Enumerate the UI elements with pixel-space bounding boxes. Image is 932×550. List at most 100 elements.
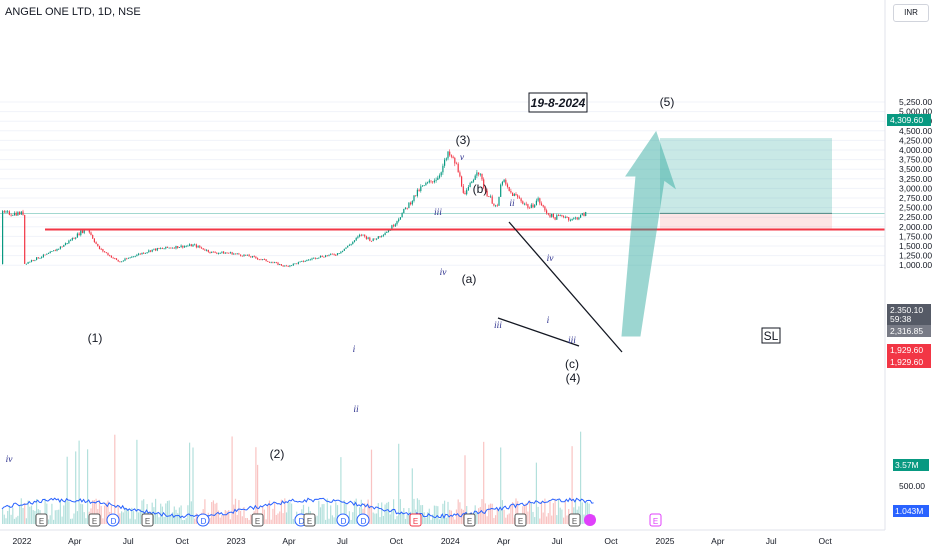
candle-body [3,211,5,213]
candle-body [262,259,264,260]
currency-button[interactable]: INR [893,4,929,22]
volume-bar [274,503,276,524]
volume-bar [527,511,529,524]
candle-body [326,255,328,257]
wave-labels: (1)(2)(3)(4)(5)iviiiiiivviiiiiiiviiii(a)… [6,95,675,465]
candle-body [306,259,308,261]
candle-body [161,248,163,250]
volume-bar [403,508,405,524]
volume-bar [447,501,449,524]
sub-wave-label: ii [353,405,359,415]
volume-bar [71,518,73,524]
candle-body [219,252,221,254]
candle-body [418,189,420,191]
stop-zone [660,213,832,230]
volume-bar [501,500,503,524]
volume-bar [138,512,140,524]
volume-bar [44,498,46,524]
candle-body [257,258,259,260]
candle-body [136,254,138,257]
volume-bar [156,512,158,524]
candle-body [304,260,306,262]
candle-body [97,243,99,247]
volume-bar [132,511,135,524]
target-zone [660,138,832,214]
candle-body [19,212,21,215]
candle-body [63,245,65,247]
candle-body [277,262,279,265]
candle-body [270,262,272,264]
candle-body [449,151,451,156]
sub-wave-label-red: (a) [462,272,477,286]
candle-body [430,180,432,182]
candle-body [491,196,493,204]
volume-bar [257,464,259,524]
volume-bar [364,503,366,524]
y-tick-label: 4,250.00 [899,135,932,145]
volume-bar [127,508,129,524]
volume-bar [275,514,277,524]
volume-tag-label: 3.57M [895,460,919,470]
candle-body [561,215,563,217]
candle-body [180,245,182,248]
chart-title: ANGEL ONE LTD, 1D, NSE [5,6,141,18]
candle-body [438,175,441,178]
volume-bar [270,519,272,524]
candle-body [209,251,211,253]
volume-bar [586,502,588,524]
candle-body [479,173,481,175]
candle-body [364,234,366,237]
volume-bar [376,513,378,524]
candle-body [377,236,379,239]
event-marker-label: D [361,517,367,526]
volume-bar [134,519,136,524]
candle-body [348,244,350,246]
volume-bar [554,498,556,524]
candle-body [211,251,213,253]
candle-body [428,180,430,183]
price-tag-label: 2,316.85 [890,326,923,336]
volume-bar [393,499,395,524]
event-marker-label: D [111,517,117,526]
candle-body [450,155,452,157]
candle-body [78,233,80,236]
volume-bar [160,503,162,524]
earnings-marker [303,513,316,527]
volume-bar [194,518,196,524]
x-tick-label: Oct [604,536,618,546]
volume-bar [8,505,10,524]
candle-body [370,240,373,242]
candle-body [30,260,33,262]
candle-body [68,240,70,244]
volume-bar [374,513,376,524]
stop-loss-label: SL [764,329,779,343]
candle-body [117,259,119,262]
volume-bar [70,518,72,524]
candle-body [302,260,305,262]
candle-body [190,244,192,247]
candle-body [148,250,150,253]
volume-bar [119,513,121,524]
candle-body [216,252,218,254]
candle-body [279,264,281,265]
y-tick-label: 500.00 [899,481,925,491]
candle-body [372,238,374,241]
candle-body [73,237,75,239]
volume-bar [248,519,250,524]
candle-body [408,202,410,209]
candle-body [319,255,322,258]
volume-bar [462,509,464,524]
volume-bar [29,506,31,524]
candles [2,149,587,268]
candle-body [381,235,383,237]
candle-body [178,247,180,249]
candle-body [467,186,469,190]
sub-wave-label-red: (c) [565,357,579,371]
volume-bar [204,499,206,524]
candle-body [510,190,512,193]
candle-body [71,237,73,241]
volume-bar [352,512,354,524]
volume-bar [318,500,320,524]
volume-bar [367,499,369,524]
